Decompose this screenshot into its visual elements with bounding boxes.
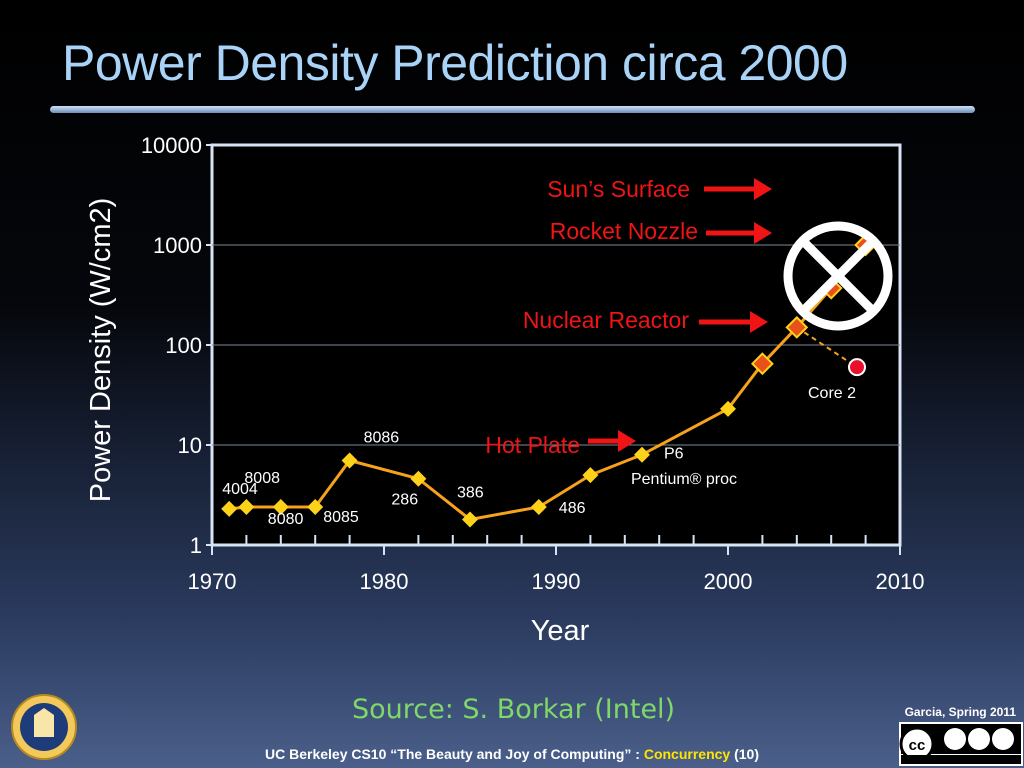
y-tick-label: 1 (190, 533, 202, 558)
x-tick-label: 1990 (532, 569, 581, 594)
data-point (530, 498, 547, 515)
crossout-line-icon (799, 237, 877, 315)
footer-topic: Concurrency (643, 746, 731, 762)
data-point (720, 400, 736, 417)
crossout-circle-icon (783, 221, 893, 331)
actual-trend-line (796, 326, 858, 369)
data-point (750, 352, 774, 376)
university-seal-icon (11, 694, 77, 760)
creative-commons-license-icon[interactable]: cc (899, 722, 1023, 766)
reference-label: Hot Plate (485, 432, 580, 458)
x-tick-label: 2000 (704, 569, 753, 594)
point-label: 286 (391, 492, 418, 509)
y-tick-label: 10 (178, 433, 202, 458)
point-label: 8080 (268, 511, 304, 528)
y-axis-title: Power Density (W/cm2) (85, 198, 117, 503)
core2-label: Core 2 (808, 385, 856, 402)
svg-text:cc: cc (909, 737, 926, 754)
y-tick-label: 10000 (141, 133, 202, 158)
x-axis-title: Year (531, 615, 590, 647)
x-tick-label: 2010 (876, 569, 925, 594)
data-point (785, 315, 809, 339)
y-tick-label: 100 (165, 333, 202, 358)
reference-arrow-head (754, 222, 772, 244)
point-label: P6 (664, 446, 684, 463)
footer-course: UC Berkeley CS10 “The Beauty and Joy of … (264, 746, 644, 762)
reference-arrow-head (618, 430, 636, 452)
slide-title: Power Density Prediction circa 2000 (62, 35, 848, 91)
reference-label: Nuclear Reactor (523, 307, 690, 333)
author-credit: Garcia, Spring 2011 (904, 705, 1016, 719)
reference-label: Rocket Nozzle (550, 218, 698, 244)
data-point (582, 467, 599, 484)
point-label: 8086 (364, 429, 400, 446)
data-point (272, 498, 289, 515)
reference-label: Sun’s Surface (547, 176, 690, 202)
point-label: 386 (457, 484, 484, 501)
point-label: 8085 (323, 509, 359, 526)
reference-arrow-head (754, 178, 772, 200)
pentium-label: Pentium® proc (631, 471, 737, 488)
point-label: 8008 (244, 470, 280, 487)
x-tick-label: 1970 (188, 569, 237, 594)
power-density-chart: 1 10 100 1000 10000 1970 1980 1990 2000 2010 Year P… (85, 133, 925, 647)
x-tick-label: 1980 (360, 569, 409, 594)
data-point (410, 470, 427, 487)
data-point (307, 498, 324, 515)
point-label: 486 (559, 500, 586, 517)
data-point (634, 446, 650, 463)
source-citation: Source: S. Borkar (Intel) (352, 694, 676, 725)
title-rule (50, 106, 975, 113)
core2-point (848, 358, 866, 377)
data-point (341, 452, 358, 469)
data-point (221, 500, 238, 517)
point-label: 4004 (222, 481, 258, 498)
footer-page: (10) (730, 746, 759, 762)
y-tick-label: 1000 (153, 233, 202, 258)
reference-arrow-head (750, 311, 768, 333)
data-point (462, 511, 478, 528)
data-point (238, 498, 255, 515)
footer: UC Berkeley CS10 “The Beauty and Joy of … (0, 746, 1024, 762)
